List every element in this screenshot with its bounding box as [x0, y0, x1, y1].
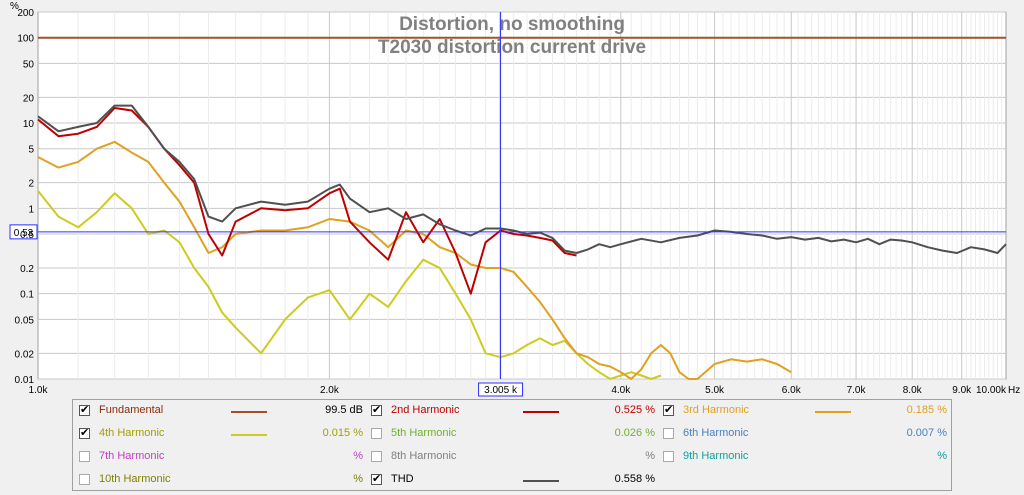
- plot-area[interactable]: [37, 11, 1007, 380]
- cursor-x-box[interactable]: [478, 382, 524, 397]
- y-tick-label: 0.01: [15, 375, 35, 386]
- legend-label-5th-harmonic: 5th Harmonic: [391, 427, 457, 439]
- y-tick-label: 200: [17, 8, 34, 19]
- legend-label-thd: THD: [391, 473, 414, 485]
- x-tick-label: 7.0k: [847, 385, 867, 396]
- legend-swatch-4th-harmonic: [231, 434, 267, 436]
- y-tick-label: 50: [23, 59, 35, 70]
- x-tick-label: 9.0k: [952, 385, 972, 396]
- y-tick-label: 0.02: [15, 349, 35, 360]
- x-tick-label: 5.0k: [705, 385, 725, 396]
- legend-item-fundamental: ✔ Fundamental 99.5 dB: [79, 402, 369, 422]
- y-tick-label: 1: [28, 204, 34, 215]
- series-line-thd: [37, 104, 1007, 254]
- legend-label-4th-harmonic: 4th Harmonic: [99, 427, 165, 439]
- legend-swatch-fundamental: [231, 411, 267, 413]
- cursor[interactable]: 0.53 3.005 k: [9, 12, 1006, 397]
- legend-value-thd: 0.558 %: [614, 473, 655, 485]
- legend-swatch-thd: [523, 480, 559, 482]
- y-tick-label: 100: [17, 34, 34, 45]
- legend-label-8th-harmonic: 8th Harmonic: [391, 450, 457, 462]
- x-axis-unit: Hz: [1008, 385, 1020, 396]
- legend-item-7th-harmonic: 7th Harmonic%: [79, 448, 369, 468]
- legend-value-9th-harmonic: %: [937, 450, 947, 462]
- x-tick-label: 6.0k: [782, 385, 802, 396]
- x-tick-label: 1.0k: [29, 385, 49, 396]
- y-axis-unit: %: [10, 1, 19, 12]
- legend-value-5th-harmonic: 0.026 %: [614, 427, 655, 439]
- legend-value-8th-harmonic: %: [645, 450, 655, 462]
- y-tick-label: 10: [23, 119, 35, 130]
- legend-swatch-2nd-harmonic: [523, 411, 559, 413]
- legend-checkbox-9th-harmonic[interactable]: [663, 451, 674, 462]
- legend-label-2nd-harmonic: 2nd Harmonic: [391, 404, 460, 416]
- legend-checkbox-thd[interactable]: ✔: [371, 473, 382, 485]
- y-tick-label: 0.2: [20, 264, 34, 275]
- legend-value-7th-harmonic: %: [353, 450, 363, 462]
- legend-item-9th-harmonic: 9th Harmonic%: [663, 448, 953, 468]
- legend-label-9th-harmonic: 9th Harmonic: [683, 450, 749, 462]
- legend-label-7th-harmonic: 7th Harmonic: [99, 450, 165, 462]
- legend-checkbox-6th-harmonic[interactable]: [663, 428, 674, 439]
- legend-value-fundamental: 99.5 dB: [325, 404, 363, 416]
- cursor-y-box[interactable]: [9, 224, 38, 240]
- legend-panel: ✔ Fundamental 99.5 dB ✔ 2nd Harmonic 0.525 % ✔…: [72, 399, 952, 491]
- legend-item-4th-harmonic: ✔ 4th Harmonic 0.015 %: [79, 425, 369, 445]
- legend-item-2nd-harmonic: ✔ 2nd Harmonic 0.525 %: [371, 402, 661, 422]
- y-tick-label: 0.1: [20, 290, 34, 301]
- cursor-y-label: 0.53: [14, 228, 34, 239]
- y-tick-label: 5: [28, 145, 34, 156]
- legend-item-3rd-harmonic: ✔ 3rd Harmonic 0.185 %: [663, 402, 953, 422]
- legend-item-8th-harmonic: 8th Harmonic%: [371, 448, 661, 468]
- legend-value-6th-harmonic: 0.007 %: [906, 427, 947, 439]
- x-tick-label: 2.0k: [320, 385, 340, 396]
- legend-item-thd: ✔ THD 0.558 %: [371, 471, 661, 491]
- y-tick-label: 0.05: [15, 315, 35, 326]
- legend-label-fundamental: Fundamental: [99, 404, 164, 416]
- legend-checkbox-10th-harmonic[interactable]: [79, 474, 90, 485]
- legend-checkbox-5th-harmonic[interactable]: [371, 428, 382, 439]
- y-tick-label: 20: [23, 93, 35, 104]
- legend-checkbox-3rd-harmonic[interactable]: ✔: [663, 404, 674, 416]
- legend-item-5th-harmonic: 5th Harmonic 0.026 %: [371, 425, 661, 445]
- legend-value-10th-harmonic: %: [353, 473, 363, 485]
- grid-lines: [38, 11, 1006, 380]
- legend-checkbox-4th-harmonic[interactable]: ✔: [79, 427, 90, 439]
- series-line-3rd-harmonic: [37, 140, 792, 380]
- chart-title: Distortion, no smoothing: [399, 14, 625, 35]
- legend-item-10th-harmonic: 10th Harmonic%: [79, 471, 369, 491]
- legend-checkbox-2nd-harmonic[interactable]: ✔: [371, 404, 382, 416]
- legend-item-6th-harmonic: 6th Harmonic 0.007 %: [663, 425, 953, 445]
- legend-label-6th-harmonic: 6th Harmonic: [683, 427, 749, 439]
- legend-value-4th-harmonic: 0.015 %: [322, 427, 363, 439]
- legend-swatch-3rd-harmonic: [815, 411, 851, 413]
- legend-checkbox-8th-harmonic[interactable]: [371, 451, 382, 462]
- legend-checkbox-fundamental[interactable]: ✔: [79, 404, 90, 416]
- distortion-chart[interactable]: Distortion, no smoothing T2030 distortio…: [0, 0, 1024, 399]
- legend-checkbox-7th-harmonic[interactable]: [79, 451, 90, 462]
- y-tick-label: 0.5: [20, 230, 34, 241]
- cursor-x-label: 3.005 k: [484, 385, 518, 396]
- legend-value-2nd-harmonic: 0.525 %: [614, 404, 655, 416]
- chart-subtitle: T2030 distortion current drive: [378, 37, 646, 58]
- x-tick-label: 8.0k: [903, 385, 923, 396]
- legend-label-3rd-harmonic: 3rd Harmonic: [683, 404, 750, 416]
- y-tick-label: 2: [28, 179, 34, 190]
- legend-value-3rd-harmonic: 0.185 %: [906, 404, 947, 416]
- legend-label-10th-harmonic: 10th Harmonic: [99, 473, 171, 485]
- y-axis-ticks: 200 100 50 20 10 5 2 1 0.5 0.2 0.1 0.05 0.02 0.01: [15, 8, 35, 386]
- x-tick-label: 10.00k: [976, 385, 1007, 396]
- x-axis-ticks: 1.0k 2.0k 4.0k 5.0k 6.0k 7.0k 8.0k 9.0k 10.00k: [29, 385, 1007, 396]
- x-tick-label: 4.0k: [611, 385, 631, 396]
